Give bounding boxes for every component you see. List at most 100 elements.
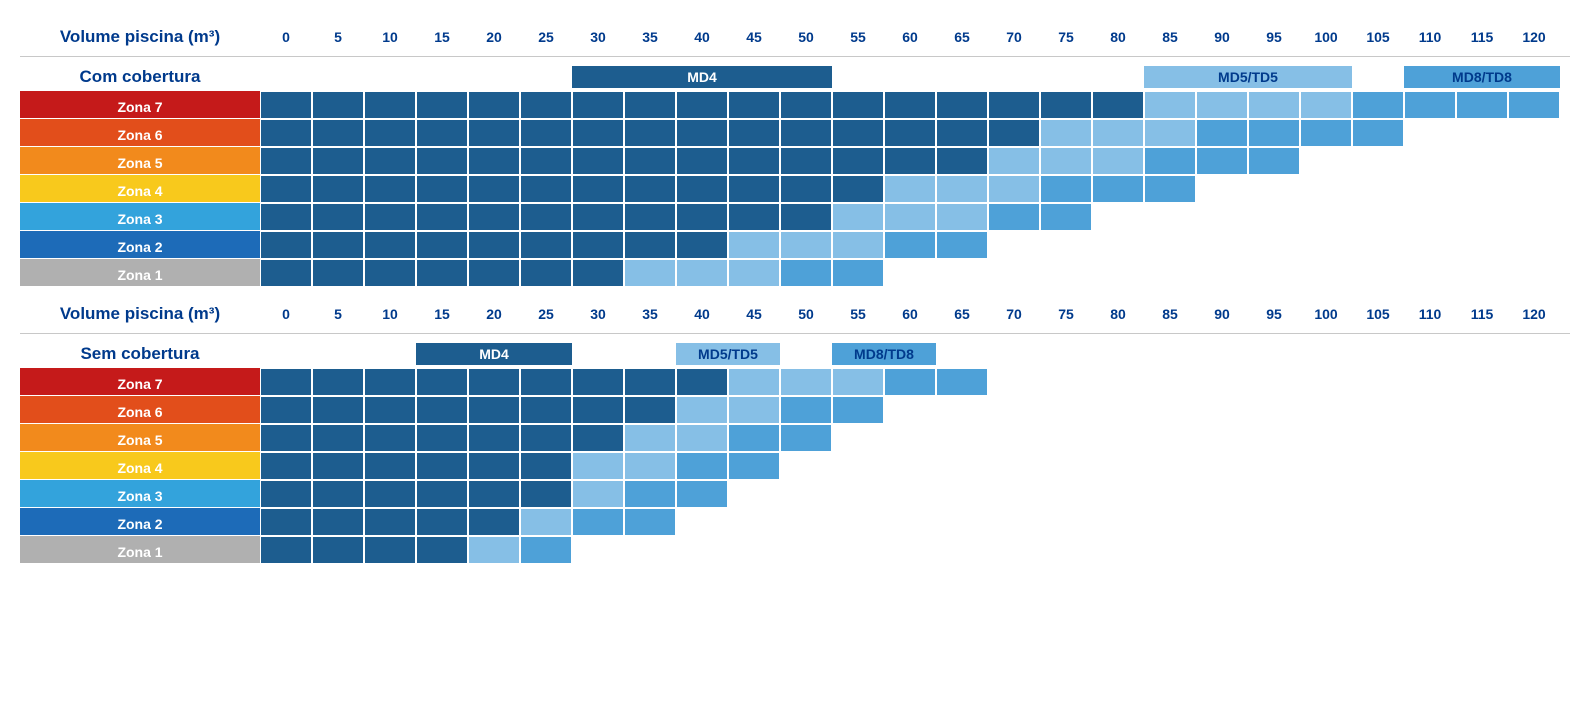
axis-tick: 75 bbox=[1040, 306, 1092, 322]
zone-row-zone3: Zona 3 bbox=[20, 480, 1570, 508]
zone-label: Zona 4 bbox=[20, 175, 260, 203]
data-cell bbox=[936, 452, 988, 480]
data-cell bbox=[780, 508, 832, 536]
data-cell bbox=[676, 203, 728, 231]
data-cell bbox=[1144, 119, 1196, 147]
data-cell bbox=[1456, 536, 1508, 564]
data-cell bbox=[1040, 396, 1092, 424]
axis-tick: 10 bbox=[364, 29, 416, 45]
data-cell bbox=[1092, 147, 1144, 175]
axis-tick: 80 bbox=[1092, 29, 1144, 45]
data-cell bbox=[1300, 508, 1352, 536]
data-cell bbox=[884, 175, 936, 203]
zone-row-zone6: Zona 6 bbox=[20, 119, 1570, 147]
data-cell bbox=[1456, 203, 1508, 231]
zone-label: Zona 7 bbox=[20, 368, 260, 396]
data-cell bbox=[312, 91, 364, 119]
divider bbox=[20, 333, 1570, 334]
legend-cell bbox=[260, 343, 312, 365]
zone-label: Zona 4 bbox=[20, 452, 260, 480]
zone-row-zone1: Zona 1 bbox=[20, 259, 1570, 287]
data-cell bbox=[624, 119, 676, 147]
data-cell bbox=[312, 203, 364, 231]
data-cell bbox=[1144, 91, 1196, 119]
data-cell bbox=[572, 203, 624, 231]
data-cell bbox=[936, 396, 988, 424]
legend-cell bbox=[936, 343, 988, 365]
axis-tick: 115 bbox=[1456, 306, 1508, 322]
zone-row-zone4: Zona 4 bbox=[20, 175, 1570, 203]
data-cell bbox=[936, 508, 988, 536]
legend-cell bbox=[260, 66, 312, 88]
axis-tick: 25 bbox=[520, 306, 572, 322]
zone-row-zone5: Zona 5 bbox=[20, 424, 1570, 452]
axis-tick: 65 bbox=[936, 29, 988, 45]
data-cell bbox=[416, 396, 468, 424]
legend-cell bbox=[312, 66, 364, 88]
data-cell bbox=[676, 175, 728, 203]
legend-cell bbox=[1508, 343, 1560, 365]
data-cell bbox=[1092, 368, 1144, 396]
data-cell bbox=[1404, 480, 1456, 508]
data-cell bbox=[1456, 147, 1508, 175]
axis-tick: 35 bbox=[624, 306, 676, 322]
data-cell bbox=[1092, 119, 1144, 147]
data-cell bbox=[260, 396, 312, 424]
data-cell bbox=[468, 536, 520, 564]
data-cell bbox=[260, 424, 312, 452]
data-cell bbox=[676, 147, 728, 175]
data-cell bbox=[1196, 147, 1248, 175]
data-cell bbox=[728, 480, 780, 508]
data-cell bbox=[1040, 368, 1092, 396]
axis-header: Volume piscina (m³)051015202530354045505… bbox=[20, 297, 1570, 331]
data-cell bbox=[780, 147, 832, 175]
data-cell bbox=[312, 259, 364, 287]
data-cell bbox=[676, 536, 728, 564]
data-cell bbox=[1508, 231, 1560, 259]
axis-tick: 90 bbox=[1196, 29, 1248, 45]
data-cell bbox=[1456, 508, 1508, 536]
data-cell bbox=[624, 259, 676, 287]
data-cell bbox=[1508, 368, 1560, 396]
data-cell bbox=[936, 147, 988, 175]
data-cell bbox=[884, 368, 936, 396]
data-cell bbox=[468, 452, 520, 480]
data-cell bbox=[1404, 147, 1456, 175]
data-cell bbox=[1456, 175, 1508, 203]
legend-cell bbox=[1144, 343, 1196, 365]
data-cell bbox=[676, 231, 728, 259]
data-cell bbox=[1092, 508, 1144, 536]
data-cell bbox=[1144, 259, 1196, 287]
data-cell bbox=[1040, 203, 1092, 231]
data-cell bbox=[520, 368, 572, 396]
data-cell bbox=[728, 175, 780, 203]
data-cell bbox=[1508, 119, 1560, 147]
legend-cell bbox=[832, 66, 884, 88]
data-cell bbox=[1144, 480, 1196, 508]
data-cell bbox=[1248, 480, 1300, 508]
data-cell bbox=[572, 368, 624, 396]
data-cell bbox=[884, 259, 936, 287]
data-cell bbox=[572, 259, 624, 287]
data-cell bbox=[884, 119, 936, 147]
data-cell bbox=[1144, 536, 1196, 564]
data-cell bbox=[1508, 259, 1560, 287]
data-cell bbox=[1248, 231, 1300, 259]
data-cell bbox=[1144, 147, 1196, 175]
data-cell bbox=[1196, 368, 1248, 396]
chart-section-sem: Volume piscina (m³)051015202530354045505… bbox=[20, 297, 1570, 564]
data-cell bbox=[728, 536, 780, 564]
data-cell bbox=[728, 424, 780, 452]
data-cell bbox=[780, 480, 832, 508]
data-cell bbox=[936, 175, 988, 203]
data-cell bbox=[1300, 396, 1352, 424]
legend-cell bbox=[1248, 343, 1300, 365]
data-cell bbox=[312, 231, 364, 259]
data-cell bbox=[364, 259, 416, 287]
data-cell bbox=[416, 508, 468, 536]
data-cell bbox=[1248, 508, 1300, 536]
data-cell bbox=[1404, 452, 1456, 480]
data-cell bbox=[468, 119, 520, 147]
data-cell bbox=[728, 259, 780, 287]
data-cell bbox=[468, 424, 520, 452]
